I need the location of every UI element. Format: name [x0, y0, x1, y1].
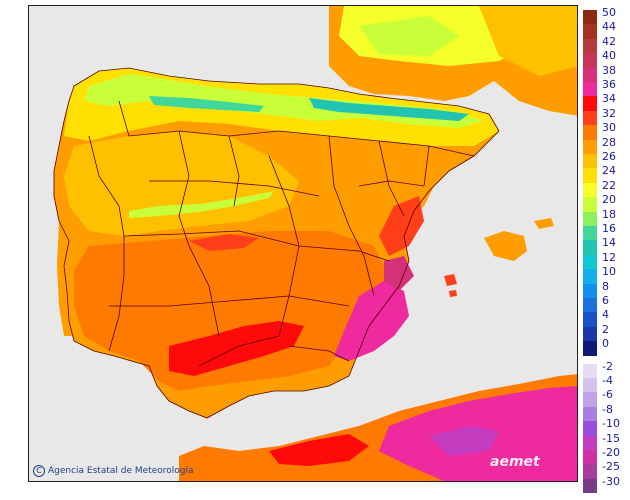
legend-tick-label: -15 [602, 431, 620, 445]
atlas-dark-magenta [429, 426, 499, 456]
legend-swatch [583, 96, 597, 111]
legend-swatch [583, 139, 597, 154]
regional-borders [53, 67, 500, 419]
legend-swatch [583, 67, 597, 82]
legend-tick-label: 44 [602, 20, 616, 34]
legend-tick-label: 22 [602, 178, 616, 192]
legend-swatch [583, 168, 597, 183]
legend-tick-label: 30 [602, 121, 616, 135]
legend-swatch [583, 240, 597, 255]
mallorca [484, 231, 527, 261]
legend-tick-label: 0 [602, 337, 609, 351]
menorca [534, 218, 554, 229]
legend-swatch [583, 197, 597, 212]
legend-tick-label: 28 [602, 135, 616, 149]
legend-swatch [583, 341, 597, 356]
france-green-patch [359, 16, 459, 56]
legend-tick-label: -4 [602, 374, 613, 387]
legend-tick-label: 24 [602, 164, 616, 178]
legend-swatch [583, 53, 597, 68]
meseta-yellow [64, 131, 299, 236]
legend-tick-label: 6 [602, 294, 609, 307]
legend-tick-label: 38 [602, 63, 616, 77]
legend-swatch [583, 312, 597, 327]
legend-tick-label: 50 [602, 6, 616, 19]
legend-tick-label: 42 [602, 34, 616, 48]
legend-swatch [583, 326, 597, 342]
formentera [449, 290, 457, 297]
murcia-magenta [334, 281, 409, 361]
valencia-red [379, 196, 424, 256]
credit-line: C Agencia Estatal de Meteorología [33, 465, 194, 477]
legend-tick-label: 12 [602, 250, 616, 264]
legend-swatch [583, 298, 597, 313]
legend-swatch [583, 125, 597, 140]
sistema-central-green [129, 191, 274, 218]
legend-swatch [583, 182, 597, 198]
legend-swatch [583, 10, 597, 25]
legend-swatch [583, 211, 597, 226]
legend-swatch [583, 421, 597, 436]
morocco-red [269, 434, 369, 466]
legend-tick-label: 40 [602, 49, 616, 63]
legend-tick-label: -8 [602, 402, 613, 416]
legend-tick-label: 2 [602, 322, 609, 336]
legend-tick-label: 34 [602, 92, 616, 106]
pyrenees-cyan [309, 98, 469, 121]
legend-tick-label: -25 [602, 460, 620, 474]
tajo-red [189, 234, 259, 251]
legend-swatch [583, 154, 597, 169]
legend-swatch [583, 378, 597, 393]
legend-swatch [583, 110, 597, 126]
legend-swatch [583, 254, 597, 270]
legend-tick-label: -2 [602, 359, 613, 373]
credit-text: Agencia Estatal de Meteorología [48, 466, 194, 476]
legend-tick-label: -6 [602, 388, 613, 402]
legend-tick-label: 10 [602, 265, 616, 279]
temperature-map [28, 5, 578, 482]
legend-tick-label: 14 [602, 236, 616, 250]
legend-tick-label: -10 [602, 417, 620, 431]
france-rhone-warm [479, 6, 577, 76]
legend-swatch [583, 406, 597, 422]
legend-swatch [583, 283, 597, 298]
legend-tick-label: -20 [602, 446, 620, 459]
legend-tick-label: 16 [602, 222, 616, 235]
legend-swatch [583, 24, 597, 39]
legend-tick-label: 18 [602, 207, 616, 221]
copyright-icon: C [33, 465, 45, 477]
ibiza [444, 274, 457, 286]
legend-swatch [583, 226, 597, 241]
aemet-logo-text: aemet [490, 454, 540, 470]
legend-tick-label: 4 [602, 308, 609, 322]
legend-tick-label: 36 [602, 78, 616, 91]
guadalquivir-red [169, 321, 304, 376]
legend-tick-label: -30 [602, 474, 620, 488]
alicante-magenta [384, 256, 414, 291]
south-orange [74, 231, 389, 391]
legend-swatch [583, 478, 597, 494]
legend-swatch [583, 450, 597, 465]
legend-tick-label: 8 [602, 279, 609, 293]
legend-swatch [583, 38, 597, 54]
cantabrian-cyan [149, 96, 264, 112]
legend-tick-label: 26 [602, 150, 616, 163]
legend-swatch [583, 435, 597, 450]
legend-swatch [583, 363, 597, 378]
legend-tick-label: 32 [602, 106, 616, 120]
legend-swatch [583, 269, 597, 284]
legend-swatch [583, 82, 597, 97]
legend-swatch [583, 392, 597, 407]
legend-swatch [583, 464, 597, 479]
legend-tick-label: 20 [602, 193, 616, 207]
